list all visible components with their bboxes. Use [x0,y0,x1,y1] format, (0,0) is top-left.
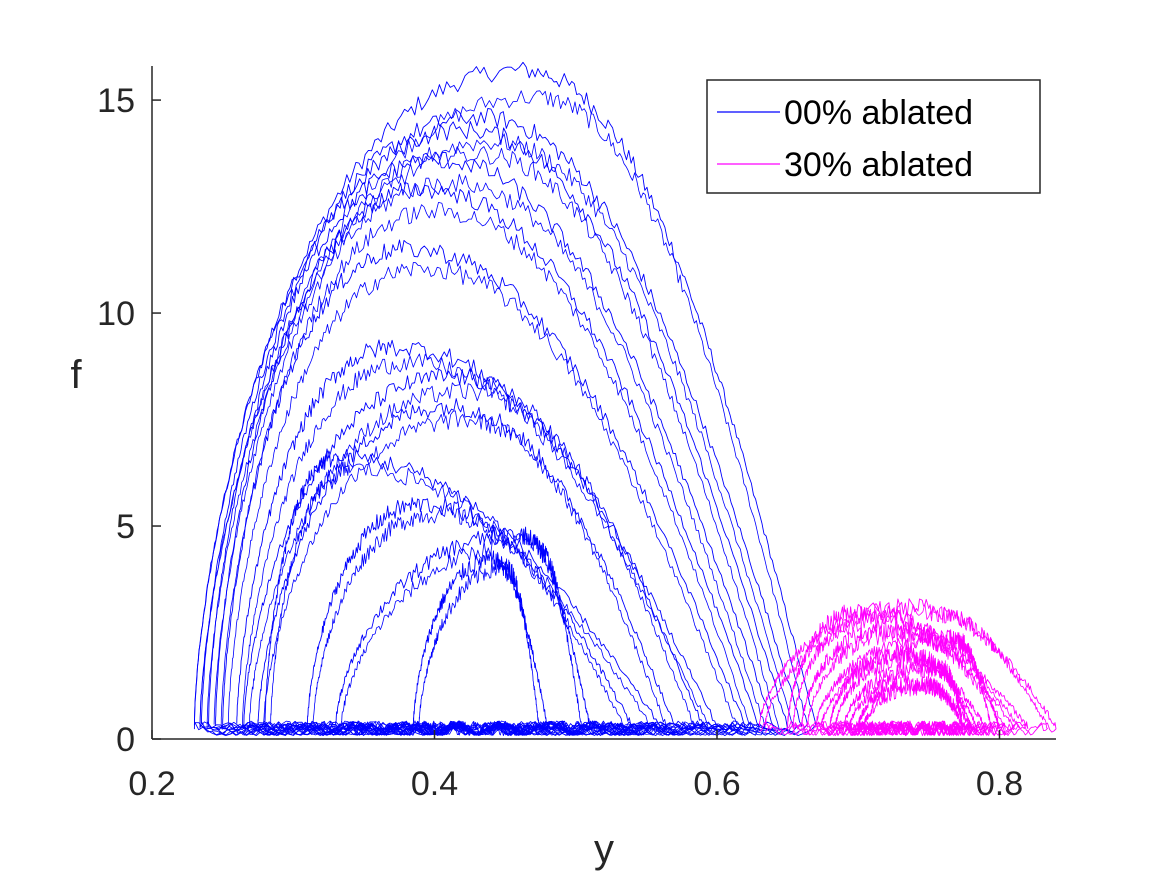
axes [151,66,1056,740]
y-axis-label: f [70,353,82,397]
x-axis-label: y [594,827,614,871]
series-1-loop [306,497,633,737]
series-1 [193,61,817,737]
y-tick-label: 15 [97,82,135,120]
y-tick-label: 10 [97,295,135,333]
series-layer [193,61,1057,737]
legend-label-series-2: 30% ablated [784,146,973,184]
legend-label-series-1: 00% ablated [784,94,973,132]
y-tick-label: 5 [116,508,135,546]
series-2-loop [863,675,964,736]
series-1-loop [418,558,540,736]
x-tick-label: 0.4 [411,765,458,803]
series-1-loop [335,526,591,737]
series-2 [758,598,1057,737]
tick-labels: 0.2 0.4 0.6 0.8 0 5 10 15 [97,82,1023,803]
legend: 00% ablated 30% ablated [706,79,1041,194]
x-tick-label: 0.6 [693,765,740,803]
y-tick-label: 0 [116,721,135,759]
legend-box [706,79,1041,194]
x-tick-label: 0.8 [976,765,1023,803]
x-tick-label: 0.2 [128,765,175,803]
